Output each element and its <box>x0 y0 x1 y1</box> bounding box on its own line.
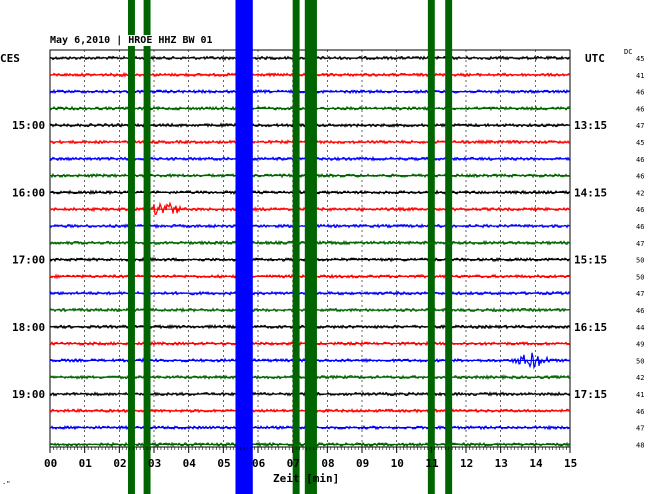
dc-offset-label: 49 <box>636 341 644 349</box>
dc-offset-label: 46 <box>636 89 644 97</box>
dc-offset-label: 47 <box>636 240 644 248</box>
dc-offset-label: 45 <box>636 55 644 63</box>
x-tick-label: 01 <box>79 457 93 470</box>
right-time-label: 16:15 <box>574 321 607 334</box>
left-time-label: 15:00 <box>12 119 45 132</box>
dc-offset-label: 46 <box>636 408 644 416</box>
dc-offset-label: 47 <box>636 425 644 433</box>
signal-spike-band <box>445 0 453 494</box>
x-tick-label: 11 <box>425 457 439 470</box>
dc-offset-label: 50 <box>636 357 644 365</box>
dc-offset-label: 46 <box>636 173 644 181</box>
x-tick-label: 14 <box>529 457 543 470</box>
x-tick-label: 06 <box>252 457 266 470</box>
dc-offset-label: 46 <box>636 206 644 214</box>
dc-offset-label: 46 <box>636 223 644 231</box>
left-timezone-label: CES <box>0 52 20 65</box>
x-tick-label: 03 <box>148 457 161 470</box>
dc-offset-label: 42 <box>636 374 644 382</box>
signal-spike-band <box>235 0 253 494</box>
dc-offset-label: 47 <box>636 290 644 298</box>
x-axis-label: Zeit [min] <box>273 472 340 485</box>
right-time-label: 15:15 <box>574 254 607 267</box>
dc-offset-label: 47 <box>636 122 644 130</box>
left-time-label: 18:00 <box>12 321 45 334</box>
dc-offset-label: 42 <box>636 189 644 197</box>
chart-title: May 6,2010 | HROE HHZ BW 01 <box>50 35 215 46</box>
dc-offset-label: 50 <box>636 257 644 265</box>
x-tick-label: 12 <box>460 457 473 470</box>
left-time-label: 17:00 <box>12 254 45 267</box>
dc-offset-label: 48 <box>636 441 644 449</box>
x-tick-label: 10 <box>391 457 404 470</box>
dc-offset-label: 44 <box>636 324 644 332</box>
right-time-label: 13:15 <box>574 119 607 132</box>
right-timezone-label: UTC <box>585 52 605 65</box>
left-time-label: 19:00 <box>12 388 45 401</box>
x-tick-label: 13 <box>495 457 508 470</box>
x-tick-label: 00 <box>44 457 57 470</box>
signal-spike-band <box>292 0 300 494</box>
signal-spike-band <box>304 0 317 494</box>
x-tick-label: 07 <box>287 457 300 470</box>
x-tick-label: 05 <box>217 457 230 470</box>
dc-offset-label: 50 <box>636 273 644 281</box>
dc-offset-label: 46 <box>636 307 644 315</box>
dc-column-header: DC <box>624 48 633 56</box>
signal-spike-band <box>143 0 151 494</box>
x-tick-label: 04 <box>183 457 197 470</box>
x-tick-label: 09 <box>356 457 369 470</box>
signal-spike-band <box>427 0 435 494</box>
left-time-label: 16:00 <box>12 186 45 199</box>
right-time-label: 14:15 <box>574 186 607 199</box>
dc-offset-label: 41 <box>636 72 644 80</box>
x-tick-label: 08 <box>321 457 334 470</box>
dc-offset-label: 46 <box>636 156 644 164</box>
dc-offset-label: 45 <box>636 139 644 147</box>
x-tick-label: 02 <box>113 457 126 470</box>
signal-spike-band <box>128 0 135 494</box>
dc-offset-label: 41 <box>636 391 644 399</box>
corner-mark: ·" <box>2 480 11 488</box>
dc-offset-label: 46 <box>636 105 644 113</box>
right-time-label: 17:15 <box>574 388 607 401</box>
x-tick-label: 15 <box>564 457 577 470</box>
